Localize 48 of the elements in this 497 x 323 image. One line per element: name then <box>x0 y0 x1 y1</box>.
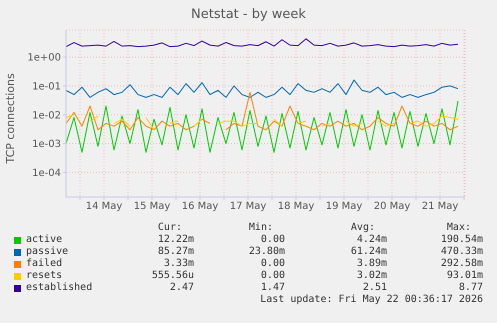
text: 0.00 <box>260 270 285 281</box>
x-tick-label: 18 May <box>278 201 314 212</box>
y-tick-label: 1e-03 <box>32 139 61 150</box>
text: 3.02m <box>356 270 387 282</box>
y-tick-label: 1e-02 <box>32 110 61 122</box>
x-tick-label: 19 May <box>326 201 362 212</box>
line-series <box>66 38 458 48</box>
x-tick-label: 15 May <box>134 201 170 212</box>
text: 470.33m <box>440 246 483 257</box>
text: 3.33m <box>162 258 194 270</box>
line-series <box>66 80 458 98</box>
legend-label: failed <box>26 258 62 270</box>
text: 4.24m <box>356 234 387 246</box>
text: Cur: <box>156 222 182 234</box>
text: 23.80m <box>248 246 285 257</box>
text: 2.51 <box>362 282 387 294</box>
legend-label: active <box>26 234 62 246</box>
text: 1.47 <box>260 282 285 293</box>
text: Min: <box>248 222 273 233</box>
x-tick-label: 17 May <box>230 201 266 212</box>
text: 93.01m <box>446 270 483 281</box>
text: 292.58m <box>440 258 483 269</box>
y-tick-label: 1e+00 <box>27 52 61 64</box>
text: 0.00 <box>260 234 285 245</box>
legend-label: passive <box>26 246 68 258</box>
y-axis-title: TCP connections <box>4 73 17 164</box>
text: 61.24m <box>350 246 387 258</box>
text: 555.56u <box>150 270 194 282</box>
text: Avg: <box>350 222 375 234</box>
legend-label: established <box>26 282 92 294</box>
text: Max: <box>446 222 471 233</box>
x-tick-label: 21 May <box>422 201 458 212</box>
text: 2.47 <box>168 282 194 294</box>
y-tick-label: 1e-04 <box>32 168 61 179</box>
legend-label: resets <box>26 270 62 282</box>
text: 0.00 <box>260 258 285 269</box>
text: 3.89m <box>356 258 387 270</box>
text: 12.22m <box>156 234 194 246</box>
x-tick-label: 14 May <box>86 201 122 212</box>
text: 85.27m <box>156 246 194 258</box>
x-tick-label: 16 May <box>182 201 218 212</box>
x-tick-label: 20 May <box>374 201 410 212</box>
text: 190.54m <box>440 234 483 245</box>
text: 8.77 <box>458 282 483 293</box>
line-series <box>66 100 458 153</box>
y-tick-label: 1e-01 <box>32 81 61 92</box>
text: Last update: Fri May 22 00:36:17 2026 <box>260 294 483 306</box>
chart-title: Netstat - by week <box>190 7 307 22</box>
